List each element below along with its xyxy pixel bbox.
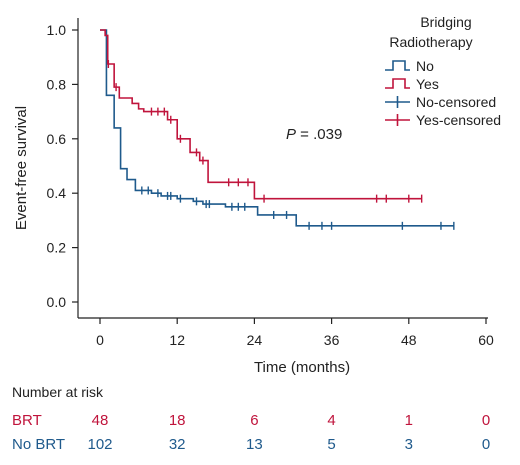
risk-table: Number at risk BRT 48 18 6 4 1 0 No BRT 102 32 13 5… — [12, 384, 490, 453]
legend: Bridging Radiotherapy No Yes No-censored Ye… — [385, 14, 501, 128]
legend-title-line2: Radiotherapy — [389, 34, 472, 50]
risk-value: 0 — [482, 412, 490, 429]
risk-value: 1 — [405, 412, 413, 429]
risk-rows: BRT 48 18 6 4 1 0 No BRT 102 32 13 5 3 0 — [12, 412, 490, 453]
p-value-annotation: P = .039 — [286, 126, 342, 143]
y-tick-label: 0.4 — [47, 185, 67, 201]
legend-label: Yes-censored — [416, 112, 501, 128]
series-layer — [100, 29, 455, 230]
risk-value: 48 — [92, 412, 109, 429]
x-axis-title: Time (months) — [254, 359, 350, 376]
risk-value: 102 — [87, 436, 112, 453]
risk-value: 0 — [482, 436, 490, 453]
legend-label: Yes — [416, 76, 439, 92]
x-tick-label: 12 — [169, 332, 185, 348]
p-label: P — [286, 126, 296, 143]
x-tick-label: 36 — [324, 332, 340, 348]
legend-label: No — [416, 58, 434, 74]
y-tick-label: 1.0 — [47, 22, 67, 38]
risk-value: 3 — [405, 436, 413, 453]
y-tick-label: 0.0 — [47, 294, 67, 310]
y-axis-title: Event-free survival — [13, 106, 30, 230]
x-tick-label: 48 — [401, 332, 417, 348]
risk-value: 18 — [169, 412, 186, 429]
legend-item: Yes — [385, 76, 439, 92]
x-tick-label: 60 — [478, 332, 494, 348]
legend-step-swatch — [385, 78, 410, 89]
x-tick-label: 24 — [247, 332, 263, 348]
x-ticks: 0 12 24 36 48 60 — [96, 318, 494, 348]
legend-label: No-censored — [416, 94, 496, 110]
risk-value: 5 — [327, 436, 335, 453]
risk-value: 4 — [327, 412, 335, 429]
x-tick-label: 0 — [96, 332, 104, 348]
y-tick-label: 0.2 — [47, 240, 67, 256]
p-value: = .039 — [296, 126, 342, 143]
series-line-yes — [100, 29, 422, 200]
risk-value: 13 — [246, 436, 263, 453]
series-line-no — [100, 29, 454, 227]
legend-items: No Yes No-censored Yes-censored — [385, 58, 501, 128]
legend-item: Yes-censored — [385, 112, 501, 128]
legend-item: No-censored — [385, 94, 496, 110]
risk-value: 6 — [250, 412, 258, 429]
y-tick-label: 0.6 — [47, 131, 67, 147]
risk-table-title: Number at risk — [12, 384, 104, 400]
y-ticks: 0.0 0.2 0.4 0.6 0.8 1.0 — [47, 22, 78, 310]
legend-step-swatch — [385, 60, 410, 71]
risk-row-label: No BRT — [12, 436, 65, 453]
legend-title-line1: Bridging — [420, 14, 471, 30]
risk-value: 32 — [169, 436, 186, 453]
legend-item: No — [385, 58, 434, 74]
y-tick-label: 0.8 — [47, 76, 67, 92]
risk-row-label: BRT — [12, 412, 42, 429]
